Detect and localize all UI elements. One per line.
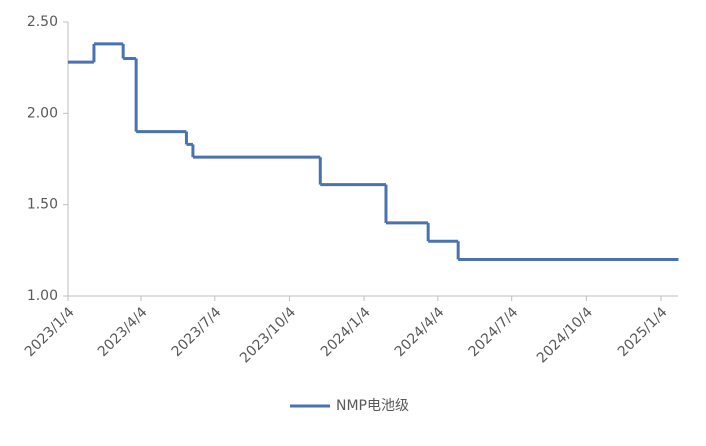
y-tick-label: 1.00 bbox=[27, 288, 58, 304]
x-tick-label: 2023/7/4 bbox=[169, 304, 225, 360]
x-tick-label: 2024/4/4 bbox=[392, 304, 448, 360]
y-tick-label: 2.50 bbox=[27, 14, 58, 30]
x-tick-label: 2023/10/4 bbox=[237, 304, 299, 366]
legend-label: NMP电池级 bbox=[336, 398, 409, 414]
y-tick-label: 1.50 bbox=[27, 197, 58, 213]
y-tick-label: 2.00 bbox=[27, 105, 58, 121]
x-tick-label: 2024/1/4 bbox=[318, 304, 374, 360]
x-tick-label: 2023/4/4 bbox=[95, 304, 151, 360]
x-tick-label: 2024/7/4 bbox=[466, 304, 522, 360]
x-tick-label: 2024/10/4 bbox=[534, 304, 596, 366]
x-tick-label: 2025/1/4 bbox=[615, 304, 671, 360]
x-tick-label: 2023/1/4 bbox=[22, 304, 78, 360]
